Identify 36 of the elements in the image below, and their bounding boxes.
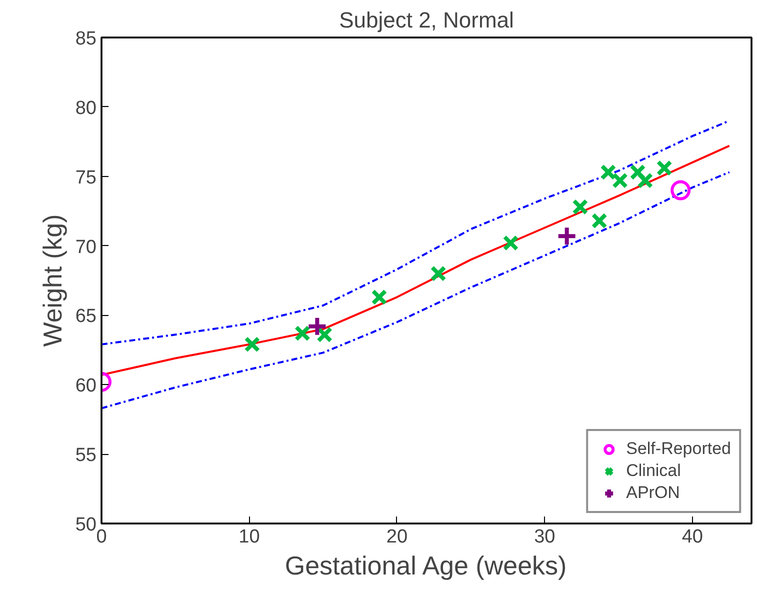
point	[316, 326, 333, 343]
x-tick-label: 10	[238, 526, 260, 548]
point	[572, 198, 588, 215]
line-series	[102, 171, 730, 410]
legend-label: Self-Reported	[626, 439, 731, 459]
point	[294, 325, 310, 342]
point	[306, 316, 328, 337]
point	[612, 172, 628, 189]
point	[244, 336, 260, 352]
y-tick-label: 55	[75, 445, 97, 466]
x-tick-label: 30	[534, 526, 556, 548]
legend-label: APrON	[626, 483, 680, 503]
y-tick-label: 75	[75, 167, 97, 188]
chart-title: Subject 2, Normal	[339, 8, 514, 32]
x-tick-label: 40	[682, 526, 703, 548]
y-axis-title: Weight (kg)	[37, 214, 68, 347]
x-tick-label: 0	[96, 526, 107, 548]
x-axis-title: Gestational Age (weeks)	[284, 550, 567, 580]
point	[556, 226, 578, 247]
point	[430, 266, 446, 282]
y-tick-label: 60	[75, 376, 97, 397]
y-tick-label: 70	[75, 236, 97, 258]
y-tick-label: 50	[75, 514, 97, 536]
legend-label: Clinical	[626, 461, 681, 481]
line-series	[102, 144, 730, 376]
point	[630, 164, 646, 180]
y-tick-label: 65	[75, 306, 97, 328]
y-tick-label: 85	[75, 28, 97, 50]
x-tick-label: 20	[386, 526, 408, 548]
point	[637, 172, 654, 189]
point	[591, 212, 608, 229]
y-tick-label: 80	[75, 98, 97, 119]
point	[656, 160, 672, 176]
point	[600, 164, 616, 180]
point	[502, 235, 519, 252]
point	[371, 289, 388, 306]
